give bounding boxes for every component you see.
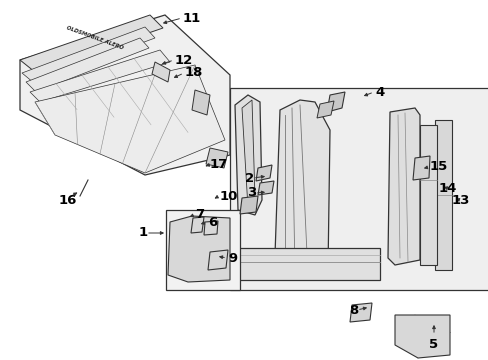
Polygon shape [205,148,227,168]
Text: 11: 11 [183,12,201,24]
Text: 5: 5 [428,338,438,351]
Text: 18: 18 [184,67,203,80]
Text: 17: 17 [209,158,228,171]
Polygon shape [242,100,254,208]
Polygon shape [326,92,345,112]
Polygon shape [387,108,419,265]
Polygon shape [26,38,149,92]
Text: 7: 7 [195,208,203,221]
Polygon shape [35,65,224,173]
Polygon shape [349,303,371,322]
Polygon shape [30,50,170,102]
Text: 1: 1 [139,226,148,239]
Polygon shape [192,90,209,115]
Text: 14: 14 [438,181,456,194]
Text: 4: 4 [374,85,384,99]
Text: 15: 15 [429,161,447,174]
Polygon shape [165,210,240,290]
Polygon shape [419,125,436,265]
Polygon shape [412,156,429,180]
Polygon shape [240,196,258,214]
Polygon shape [22,27,155,83]
Text: OLDSMOBILE ALERO: OLDSMOBILE ALERO [66,25,124,51]
Polygon shape [258,181,273,195]
Polygon shape [235,95,262,215]
Text: 12: 12 [175,54,193,67]
Polygon shape [256,165,271,181]
Polygon shape [20,15,163,72]
Text: 9: 9 [227,252,237,265]
Text: 10: 10 [220,189,238,202]
Text: 8: 8 [348,303,357,316]
Polygon shape [434,120,451,270]
Text: 6: 6 [207,216,217,229]
Polygon shape [229,88,488,290]
Polygon shape [20,15,229,175]
Polygon shape [152,62,170,82]
Text: 3: 3 [246,186,256,199]
Text: 2: 2 [244,171,253,184]
Polygon shape [316,101,333,118]
Polygon shape [168,216,229,282]
Polygon shape [274,100,329,280]
Polygon shape [394,315,449,358]
Polygon shape [237,248,379,280]
Text: 16: 16 [59,194,77,207]
Polygon shape [207,250,227,270]
Text: 13: 13 [451,194,469,207]
